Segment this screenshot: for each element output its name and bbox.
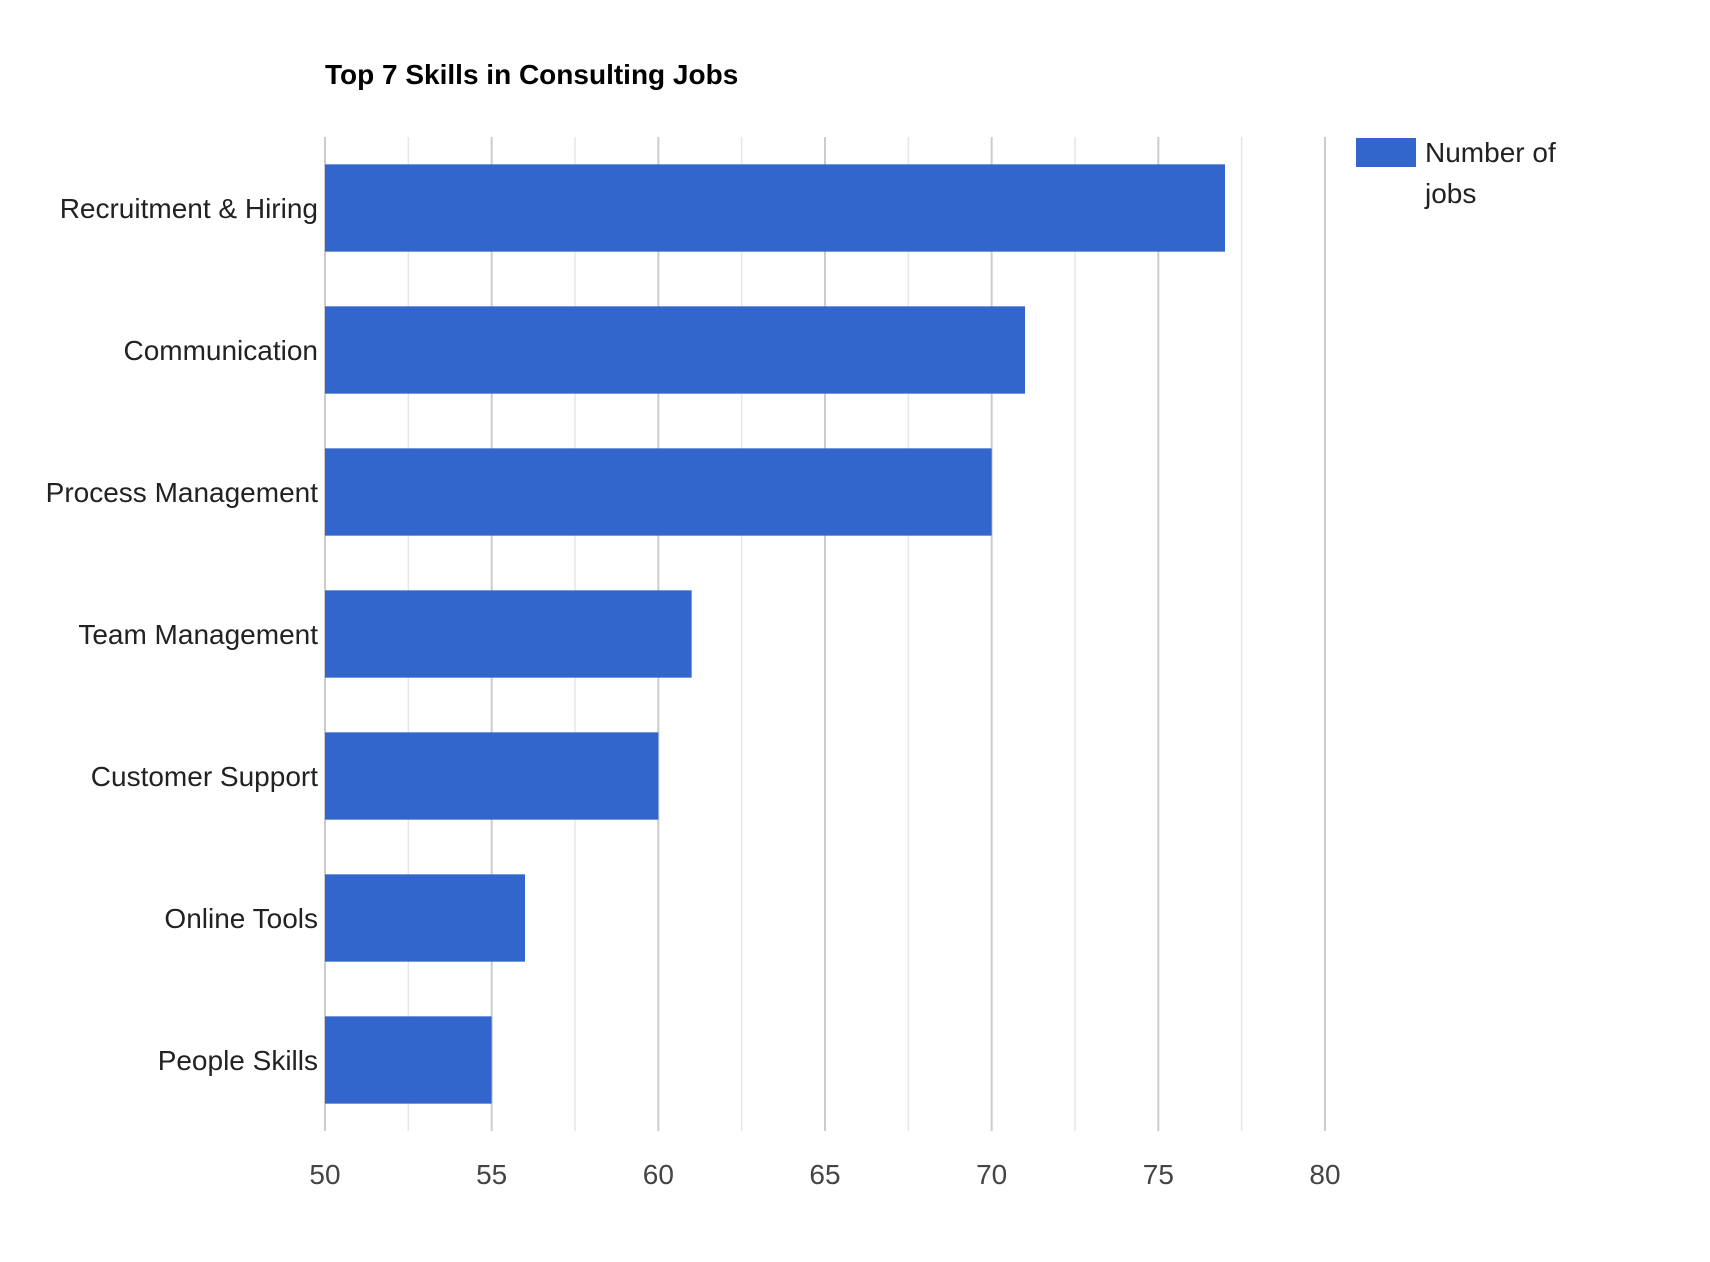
bar [325,732,659,820]
legend-swatch [1356,138,1416,167]
gridlines [324,137,1326,1131]
bars [325,164,1225,1104]
x-tick-label: 60 [643,1159,674,1190]
legend-label-line-1: Number of [1425,137,1556,168]
category-label: Communication [123,335,318,366]
bar [325,448,992,536]
bar [325,164,1225,252]
x-tick-label: 65 [809,1159,840,1190]
bar [325,1016,492,1104]
category-label: Online Tools [164,903,318,934]
category-label: Customer Support [91,761,318,792]
category-labels: Recruitment & Hiring Communication Process… [46,193,319,1076]
legend-label-line-2: jobs [1424,178,1476,209]
category-label: Process Management [46,477,319,508]
bar [325,590,692,678]
bar [325,306,1025,394]
category-label: People Skills [158,1045,318,1076]
bar [325,874,525,962]
chart-title: Top 7 Skills in Consulting Jobs [325,59,738,90]
x-axis-ticks: 50 55 60 65 70 75 80 [309,1159,1340,1190]
legend: Number of jobs [1356,137,1556,209]
x-tick-label: 50 [309,1159,340,1190]
x-tick-label: 55 [476,1159,507,1190]
x-tick-label: 80 [1309,1159,1340,1190]
category-label: Team Management [78,619,318,650]
category-label: Recruitment & Hiring [60,193,318,224]
x-tick-label: 70 [976,1159,1007,1190]
x-tick-label: 75 [1143,1159,1174,1190]
